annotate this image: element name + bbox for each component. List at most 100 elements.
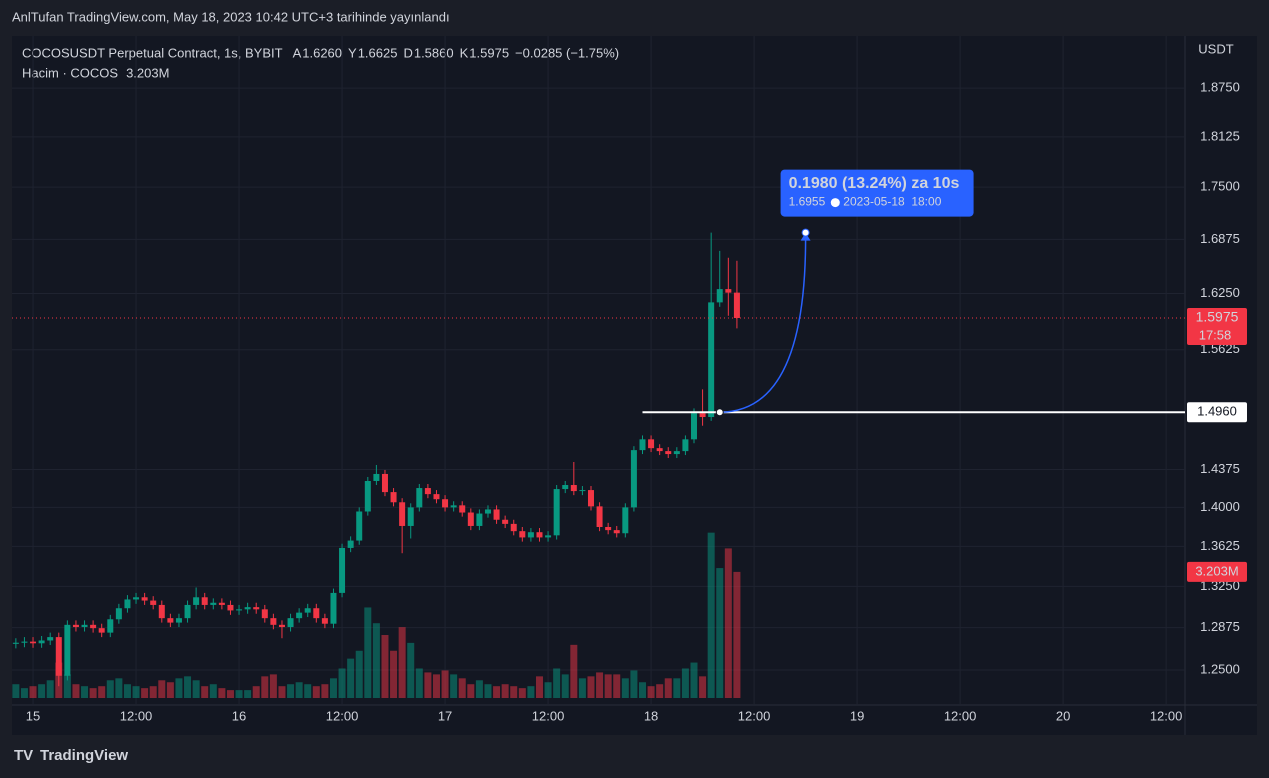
legend-text: 1.6260: [302, 45, 342, 60]
x-tick-label: 12:00: [532, 708, 565, 723]
x-tick-label: 12:00: [326, 708, 359, 723]
candle-body: [690, 413, 697, 440]
volume-bar: [596, 672, 604, 698]
legend-text: 1.6625: [358, 45, 398, 60]
volume-bar: [321, 684, 329, 698]
legend-text: A: [293, 45, 302, 60]
candle-body: [227, 604, 234, 611]
volume-bar: [535, 676, 543, 698]
y-tick-label: 1.8125: [1200, 128, 1240, 143]
volume-bar: [570, 644, 578, 698]
volume-bar: [244, 690, 252, 698]
candle-body: [124, 599, 131, 609]
candle-body: [184, 604, 191, 619]
volume-bar: [98, 686, 106, 698]
volume-bar: [733, 571, 741, 698]
y-tick-label: 1.7500: [1200, 179, 1240, 194]
hline-label: 1.4960: [1197, 404, 1237, 419]
x-tick-label: 18: [644, 708, 658, 723]
chart-area: [12, 36, 1257, 735]
candle-body: [399, 502, 406, 526]
volume-bar: [656, 684, 664, 698]
legend-text: 1.5860: [414, 45, 454, 60]
x-tick-label: 12:00: [738, 708, 771, 723]
volume-bar: [347, 658, 355, 698]
candle-body: [536, 532, 543, 538]
volume-bar: [647, 686, 655, 698]
x-tick-label: 19: [850, 708, 864, 723]
candle-body: [467, 512, 474, 526]
volume-bar: [209, 684, 217, 698]
volume-bar: [587, 676, 595, 698]
volume-bar: [338, 668, 346, 698]
candle-body: [115, 608, 122, 620]
candle-body: [562, 485, 569, 490]
y-tick-label: 1.2875: [1200, 619, 1240, 634]
logo-icon: TV: [14, 747, 33, 764]
volume-bar: [355, 650, 363, 698]
volume-bar: [29, 686, 37, 698]
candle-body: [21, 641, 28, 643]
candle-body: [630, 450, 637, 508]
candle-body: [579, 490, 586, 492]
candle-body: [416, 488, 423, 508]
volume-bar: [501, 684, 509, 698]
candle-body: [81, 624, 88, 628]
volume-bar: [149, 686, 157, 698]
candle-body: [304, 608, 311, 613]
candle-body: [107, 619, 114, 633]
volume-bar: [390, 650, 398, 698]
candle-body: [38, 640, 45, 644]
volume-bar: [261, 676, 269, 698]
candle-body: [407, 507, 414, 526]
volume-bar: [192, 680, 200, 698]
candle-body: [218, 602, 225, 605]
candle-body: [236, 609, 243, 611]
legend-text: D: [403, 45, 412, 60]
candle-body: [476, 513, 483, 526]
volume-bar: [141, 688, 149, 698]
candle-body: [725, 289, 732, 293]
volume-bar: [716, 568, 724, 698]
volume-bar: [312, 686, 320, 698]
volume-bar: [467, 684, 475, 698]
volume-bar: [184, 676, 192, 698]
candle-body: [321, 618, 328, 624]
candle-body: [442, 499, 449, 508]
legend-text: 1.5975: [469, 45, 509, 60]
candle-body: [201, 597, 208, 605]
candle-body: [270, 618, 277, 625]
candle-body: [596, 506, 603, 527]
measure-start: [715, 408, 724, 417]
candle-body: [682, 439, 689, 452]
volume-bar: [269, 674, 277, 698]
candle-body: [253, 607, 260, 610]
legend-text: Y: [348, 45, 357, 60]
volume-bar: [12, 684, 20, 698]
volume-bar: [544, 682, 552, 698]
x-tick-label: 16: [232, 708, 246, 723]
volume-bar: [89, 688, 97, 698]
volume-bar: [158, 680, 166, 698]
candle-body: [210, 602, 217, 605]
candle-body: [47, 637, 54, 641]
candle-body: [665, 451, 672, 455]
volume-bar: [218, 688, 226, 698]
volume-bar: [724, 548, 732, 698]
candle-body: [648, 439, 655, 449]
volume-bar: [621, 678, 629, 698]
volume-bar: [38, 684, 46, 698]
candle-body: [347, 540, 354, 548]
volume-bar: [458, 678, 466, 698]
measure-text: 0.1980 (13.24%) za 10s: [789, 175, 960, 192]
candle-body: [296, 612, 303, 619]
hline-box: [1187, 402, 1247, 423]
y-tick-label: 1.6875: [1200, 231, 1240, 246]
volume-bar: [304, 684, 312, 698]
volume-bar: [295, 682, 303, 698]
volume-bar: [20, 688, 28, 698]
volume-bar: [527, 686, 535, 698]
candle-body: [373, 473, 380, 481]
